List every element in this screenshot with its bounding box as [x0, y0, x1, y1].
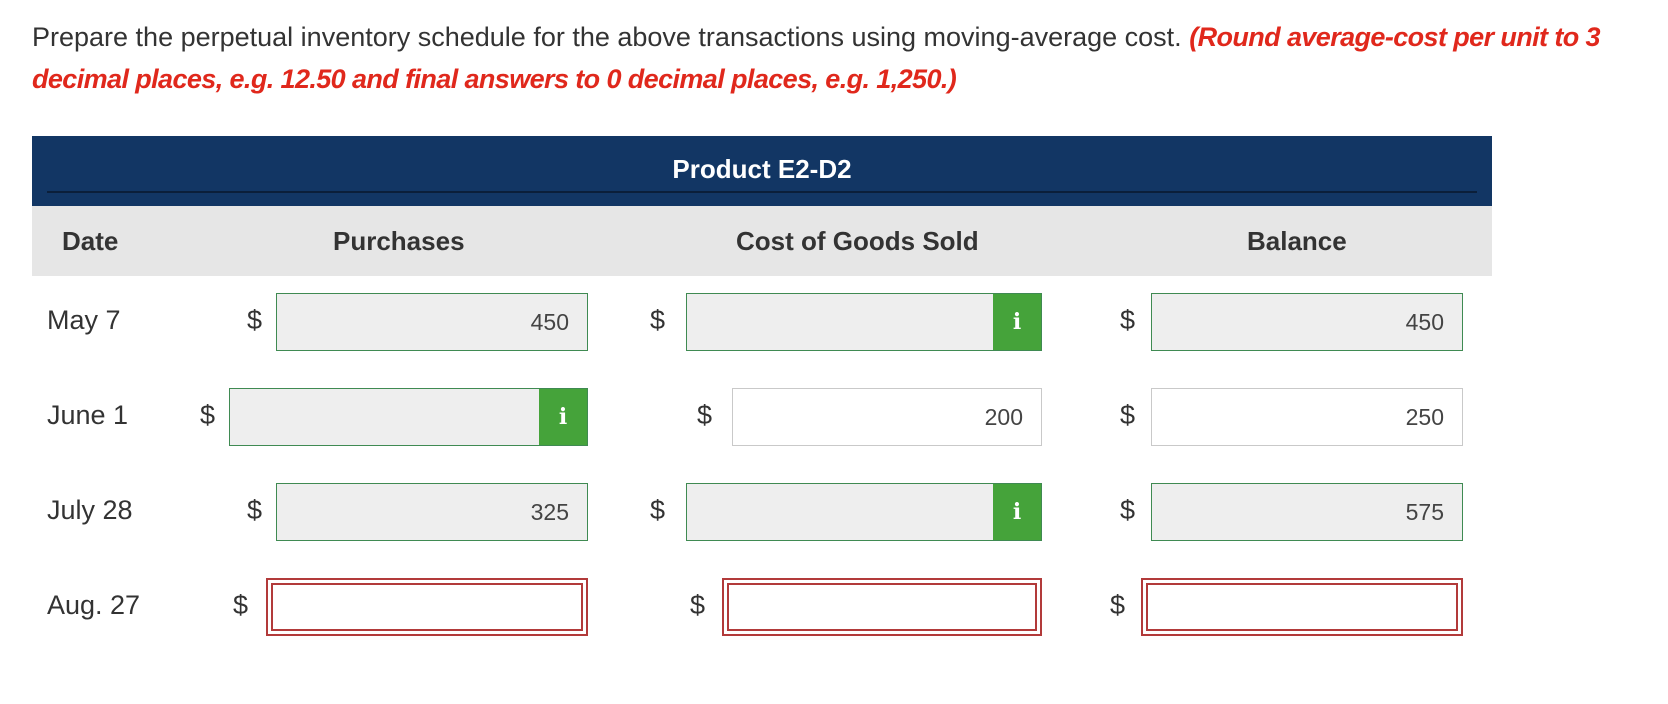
row-date: May 7 — [47, 305, 121, 335]
dollar-sign: $ — [1120, 495, 1136, 525]
column-header-date: Date — [62, 226, 119, 256]
column-header-cogs: Cost of Goods Sold — [736, 226, 979, 256]
balance-value: 250 — [1405, 404, 1444, 430]
cogs-input[interactable]: i — [686, 293, 1042, 351]
dollar-sign: $ — [247, 305, 263, 335]
column-header-balance: Balance — [1247, 226, 1347, 256]
dollar-sign: $ — [247, 495, 263, 525]
product-title: Product E2-D2 — [672, 154, 852, 184]
balance-input[interactable]: 575 — [1151, 483, 1463, 541]
info-icon[interactable]: i — [993, 294, 1041, 350]
dollar-sign: $ — [650, 305, 666, 335]
column-header-purchases: Purchases — [333, 226, 465, 256]
dollar-sign: $ — [1120, 305, 1136, 335]
balance-input[interactable]: 450 — [1151, 293, 1463, 351]
cogs-input[interactable]: 200 — [732, 388, 1042, 446]
purchases-input[interactable] — [266, 578, 588, 636]
info-icon[interactable]: i — [539, 389, 587, 445]
cogs-input[interactable]: i — [686, 483, 1042, 541]
purchases-input[interactable]: i — [229, 388, 588, 446]
balance-value: 450 — [1405, 309, 1444, 335]
purchases-value: 325 — [530, 499, 569, 525]
dollar-sign: $ — [1120, 400, 1136, 430]
instructions: Prepare the perpetual inventory schedule… — [32, 16, 1652, 100]
balance-input[interactable] — [1141, 578, 1463, 636]
dollar-sign: $ — [690, 590, 706, 620]
rounding-hint: (Round average-cost per unit to 3 decima… — [32, 22, 1601, 94]
balance-value: 575 — [1405, 499, 1444, 525]
purchases-input[interactable]: 325 — [276, 483, 588, 541]
row-date: Aug. 27 — [47, 590, 141, 620]
purchases-value: 450 — [530, 309, 569, 335]
column-headers: Date Purchases Cost of Goods Sold Balanc… — [32, 206, 1492, 276]
cogs-value: 200 — [984, 404, 1023, 430]
info-icon[interactable]: i — [993, 484, 1041, 540]
cogs-input[interactable] — [722, 578, 1042, 636]
row-date: July 28 — [47, 495, 133, 525]
dollar-sign: $ — [1110, 590, 1126, 620]
dollar-sign: $ — [200, 400, 216, 430]
instructions-text: Prepare the perpetual inventory schedule… — [32, 22, 1182, 52]
balance-input[interactable]: 250 — [1151, 388, 1463, 446]
dollar-sign: $ — [697, 400, 713, 430]
dollar-sign: $ — [650, 495, 666, 525]
purchases-input[interactable]: 450 — [276, 293, 588, 351]
header-divider — [47, 191, 1477, 193]
dollar-sign: $ — [233, 590, 249, 620]
table-header: Product E2-D2 — [32, 136, 1492, 206]
row-date: June 1 — [47, 400, 129, 430]
